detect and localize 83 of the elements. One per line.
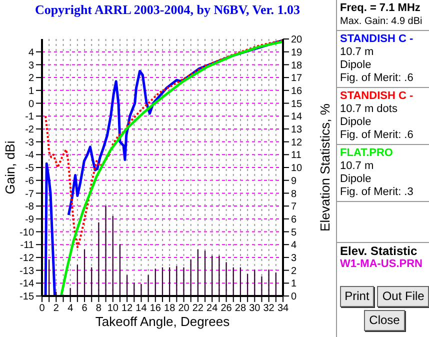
y-tick-label: 1 bbox=[28, 86, 34, 97]
x-tick-label: 32 bbox=[263, 303, 275, 314]
button: Print bbox=[340, 286, 374, 307]
text: Fig. of Merit: .3 bbox=[340, 186, 414, 199]
x-tick-label: 30 bbox=[249, 303, 261, 314]
button: Out File bbox=[377, 286, 429, 307]
x-tick-label: 6 bbox=[82, 303, 88, 314]
y-tick-label: -12 bbox=[20, 253, 34, 264]
text: Max. Gain: 4.9 dBi bbox=[340, 15, 424, 28]
y2-tick-label: 16 bbox=[291, 86, 303, 97]
y-tick-label: -6 bbox=[25, 176, 34, 187]
y2-tick-label: 2 bbox=[291, 266, 297, 277]
y2-tick-label: 11 bbox=[291, 150, 302, 162]
text: Dipole bbox=[340, 59, 372, 72]
y2-tick-label: 20 bbox=[291, 34, 303, 46]
y-tick-label: -1 bbox=[25, 112, 34, 123]
y-tick-label: -11 bbox=[20, 240, 34, 252]
x-tick-label: 34 bbox=[277, 303, 289, 314]
y2-tick-label: 8 bbox=[291, 188, 297, 200]
y2-tick-label: 15 bbox=[291, 98, 303, 110]
y-tick-label: 0 bbox=[28, 98, 34, 110]
x-axis-title: Takeoff Angle, Degrees bbox=[95, 314, 230, 329]
button: Close bbox=[364, 310, 405, 331]
y2-tick-label: 17 bbox=[291, 73, 303, 84]
y-tick-label: -9 bbox=[25, 214, 34, 226]
y-tick-label: -13 bbox=[20, 266, 34, 277]
text: FLAT.PRO bbox=[340, 147, 394, 160]
y-axis-title: Gain, dBi bbox=[2, 140, 18, 194]
x-tick-label: 14 bbox=[136, 303, 148, 314]
y-tick-label: -10 bbox=[20, 227, 34, 238]
y2-axis-title: Elevation Statistics, % bbox=[318, 103, 333, 232]
text: STANDISH C - bbox=[340, 90, 414, 103]
x-tick-label: 28 bbox=[234, 303, 246, 314]
y2-tick-label: 18 bbox=[291, 60, 303, 72]
y2-tick-label: 5 bbox=[291, 227, 297, 238]
y2-tick-label: 7 bbox=[291, 202, 297, 213]
x-tick-label: 16 bbox=[150, 303, 162, 314]
text: 10.7 m bbox=[340, 46, 375, 59]
line-series bbox=[44, 39, 283, 248]
y2-tick-label: 14 bbox=[291, 112, 303, 123]
x-tick-label: 8 bbox=[96, 303, 102, 314]
text: Fig. of Merit: .6 bbox=[340, 129, 414, 142]
y2-tick-label: 3 bbox=[291, 253, 297, 264]
text: Freq. = 7.1 MHz bbox=[340, 2, 422, 15]
chart-title: Copyright ARRL 2003-2004, by N6BV, Ver. 1.03 bbox=[34, 2, 302, 18]
x-tick-label: 4 bbox=[68, 303, 74, 314]
y-tick-label: 4 bbox=[28, 47, 34, 58]
y-tick-label: -3 bbox=[25, 137, 34, 148]
x-tick-label: 0 bbox=[39, 303, 46, 314]
x-tick-label: 2 bbox=[53, 303, 60, 314]
y2-tick-label: 6 bbox=[291, 214, 297, 226]
y2-tick-label: 19 bbox=[291, 47, 303, 58]
y-tick-label: -14 bbox=[20, 278, 34, 290]
text: 10.7 m dots bbox=[340, 103, 398, 116]
text: W1-MA-US.PRN bbox=[340, 258, 424, 271]
y-tick-label: -2 bbox=[25, 124, 34, 136]
y-tick-label: -4 bbox=[25, 150, 34, 162]
x-tick-label: 26 bbox=[220, 303, 232, 314]
y-tick-label: 2 bbox=[28, 73, 34, 84]
y2-tick-label: 1 bbox=[291, 278, 297, 290]
text: Dipole bbox=[340, 173, 372, 186]
y2-tick-label: 13 bbox=[291, 124, 303, 136]
x-tick-label: 12 bbox=[121, 303, 134, 314]
x-tick-label: 20 bbox=[178, 303, 190, 314]
text: Elev. Statistic bbox=[340, 244, 418, 258]
y2-tick-label: 0 bbox=[291, 292, 297, 303]
y2-tick-label: 10 bbox=[291, 163, 303, 174]
y-tick-label: 3 bbox=[28, 60, 34, 72]
x-tick-label: 10 bbox=[107, 303, 119, 314]
text: STANDISH C - bbox=[340, 33, 414, 46]
x-tick-label: 18 bbox=[164, 303, 176, 314]
y-tick-label: -7 bbox=[25, 188, 34, 200]
x-tick-label: 22 bbox=[192, 303, 204, 314]
x-tick-label: 24 bbox=[206, 303, 218, 314]
y-tick-label: -5 bbox=[25, 163, 34, 174]
y2-tick-label: 4 bbox=[291, 240, 297, 252]
y-tick-label: -15 bbox=[20, 292, 34, 303]
text: Fig. of Merit: .6 bbox=[340, 72, 414, 85]
y2-tick-label: 12 bbox=[291, 137, 303, 148]
y-tick-label: -8 bbox=[25, 202, 34, 213]
text: Dipole bbox=[340, 116, 372, 129]
y2-tick-label: 9 bbox=[291, 176, 297, 187]
text: 10.7 m bbox=[340, 160, 375, 173]
